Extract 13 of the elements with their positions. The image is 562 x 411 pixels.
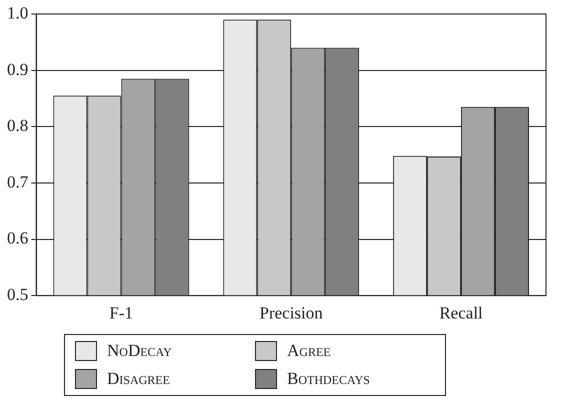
x-tick-label: Precision [259, 303, 324, 322]
y-tick-label: 0.9 [7, 60, 28, 79]
y-tick-label: 0.7 [7, 172, 29, 192]
legend-label: Disagree [107, 369, 170, 389]
y-tick-label: 1.0 [7, 3, 28, 22]
y-tick-label: 0.5 [7, 285, 28, 304]
y-tick-label: 0.6 [7, 228, 28, 248]
legend-label: Bothdecays [287, 369, 370, 389]
y-tick-label: 0.8 [7, 116, 28, 136]
legend-label: Agree [287, 341, 331, 361]
x-tick-label: Recall [439, 303, 484, 322]
legend-label: NoDecay [107, 341, 172, 361]
x-tick-label: F-1 [109, 303, 134, 322]
